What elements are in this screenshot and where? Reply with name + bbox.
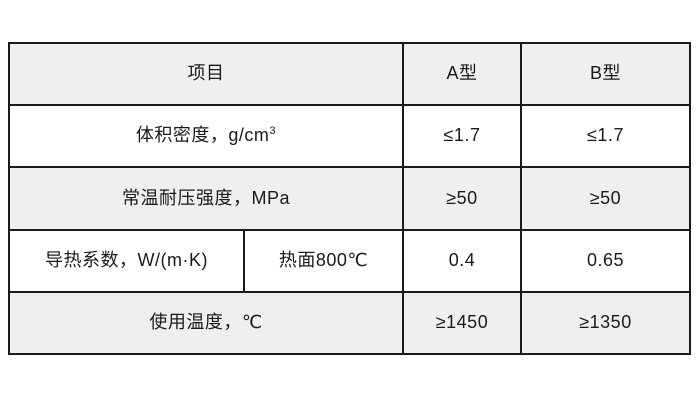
cell-temperature-label: 使用温度，℃ — [8, 290, 404, 356]
density-label-text: 体积密度，g/cm — [135, 125, 270, 146]
table-row-density: 体积密度，g/cm3 ≤1.7 ≤1.7 — [8, 104, 691, 169]
header-cell-type-a: A型 — [402, 41, 522, 107]
header-cell-type-b: B型 — [520, 41, 691, 107]
cell-conductivity-sublabel: 热面800℃ — [243, 228, 404, 293]
table-row-thermal-conductivity: 导热系数，W/(m·K) 热面800℃ 0.4 0.65 — [8, 228, 691, 293]
cell-strength-a: ≥50 — [402, 166, 522, 231]
cell-density-b: ≤1.7 — [520, 104, 691, 169]
header-cell-item: 项目 — [8, 41, 404, 107]
cell-conductivity-b: 0.65 — [520, 228, 691, 293]
cell-temperature-b: ≥1350 — [520, 290, 691, 356]
table-row-service-temperature: 使用温度，℃ ≥1450 ≥1350 — [8, 290, 691, 356]
table-row-compressive-strength: 常温耐压强度，MPa ≥50 ≥50 — [8, 166, 691, 231]
cell-temperature-a: ≥1450 — [402, 290, 522, 356]
spec-table-container: 项目 A型 B型 体积密度，g/cm3 ≤1.7 ≤1.7 常温耐压强度，MPa… — [8, 41, 691, 356]
cell-strength-b: ≥50 — [520, 166, 691, 231]
cell-density-a: ≤1.7 — [402, 104, 522, 169]
cell-strength-label: 常温耐压强度，MPa — [8, 166, 404, 231]
cell-conductivity-a: 0.4 — [402, 228, 522, 293]
cell-conductivity-label: 导热系数，W/(m·K) — [8, 228, 245, 293]
header-row: 项目 A型 B型 — [8, 41, 691, 107]
material-spec-table: 项目 A型 B型 体积密度，g/cm3 ≤1.7 ≤1.7 常温耐压强度，MPa… — [8, 41, 691, 356]
cell-density-label: 体积密度，g/cm3 — [8, 104, 404, 169]
density-label-superscript: 3 — [269, 125, 277, 138]
